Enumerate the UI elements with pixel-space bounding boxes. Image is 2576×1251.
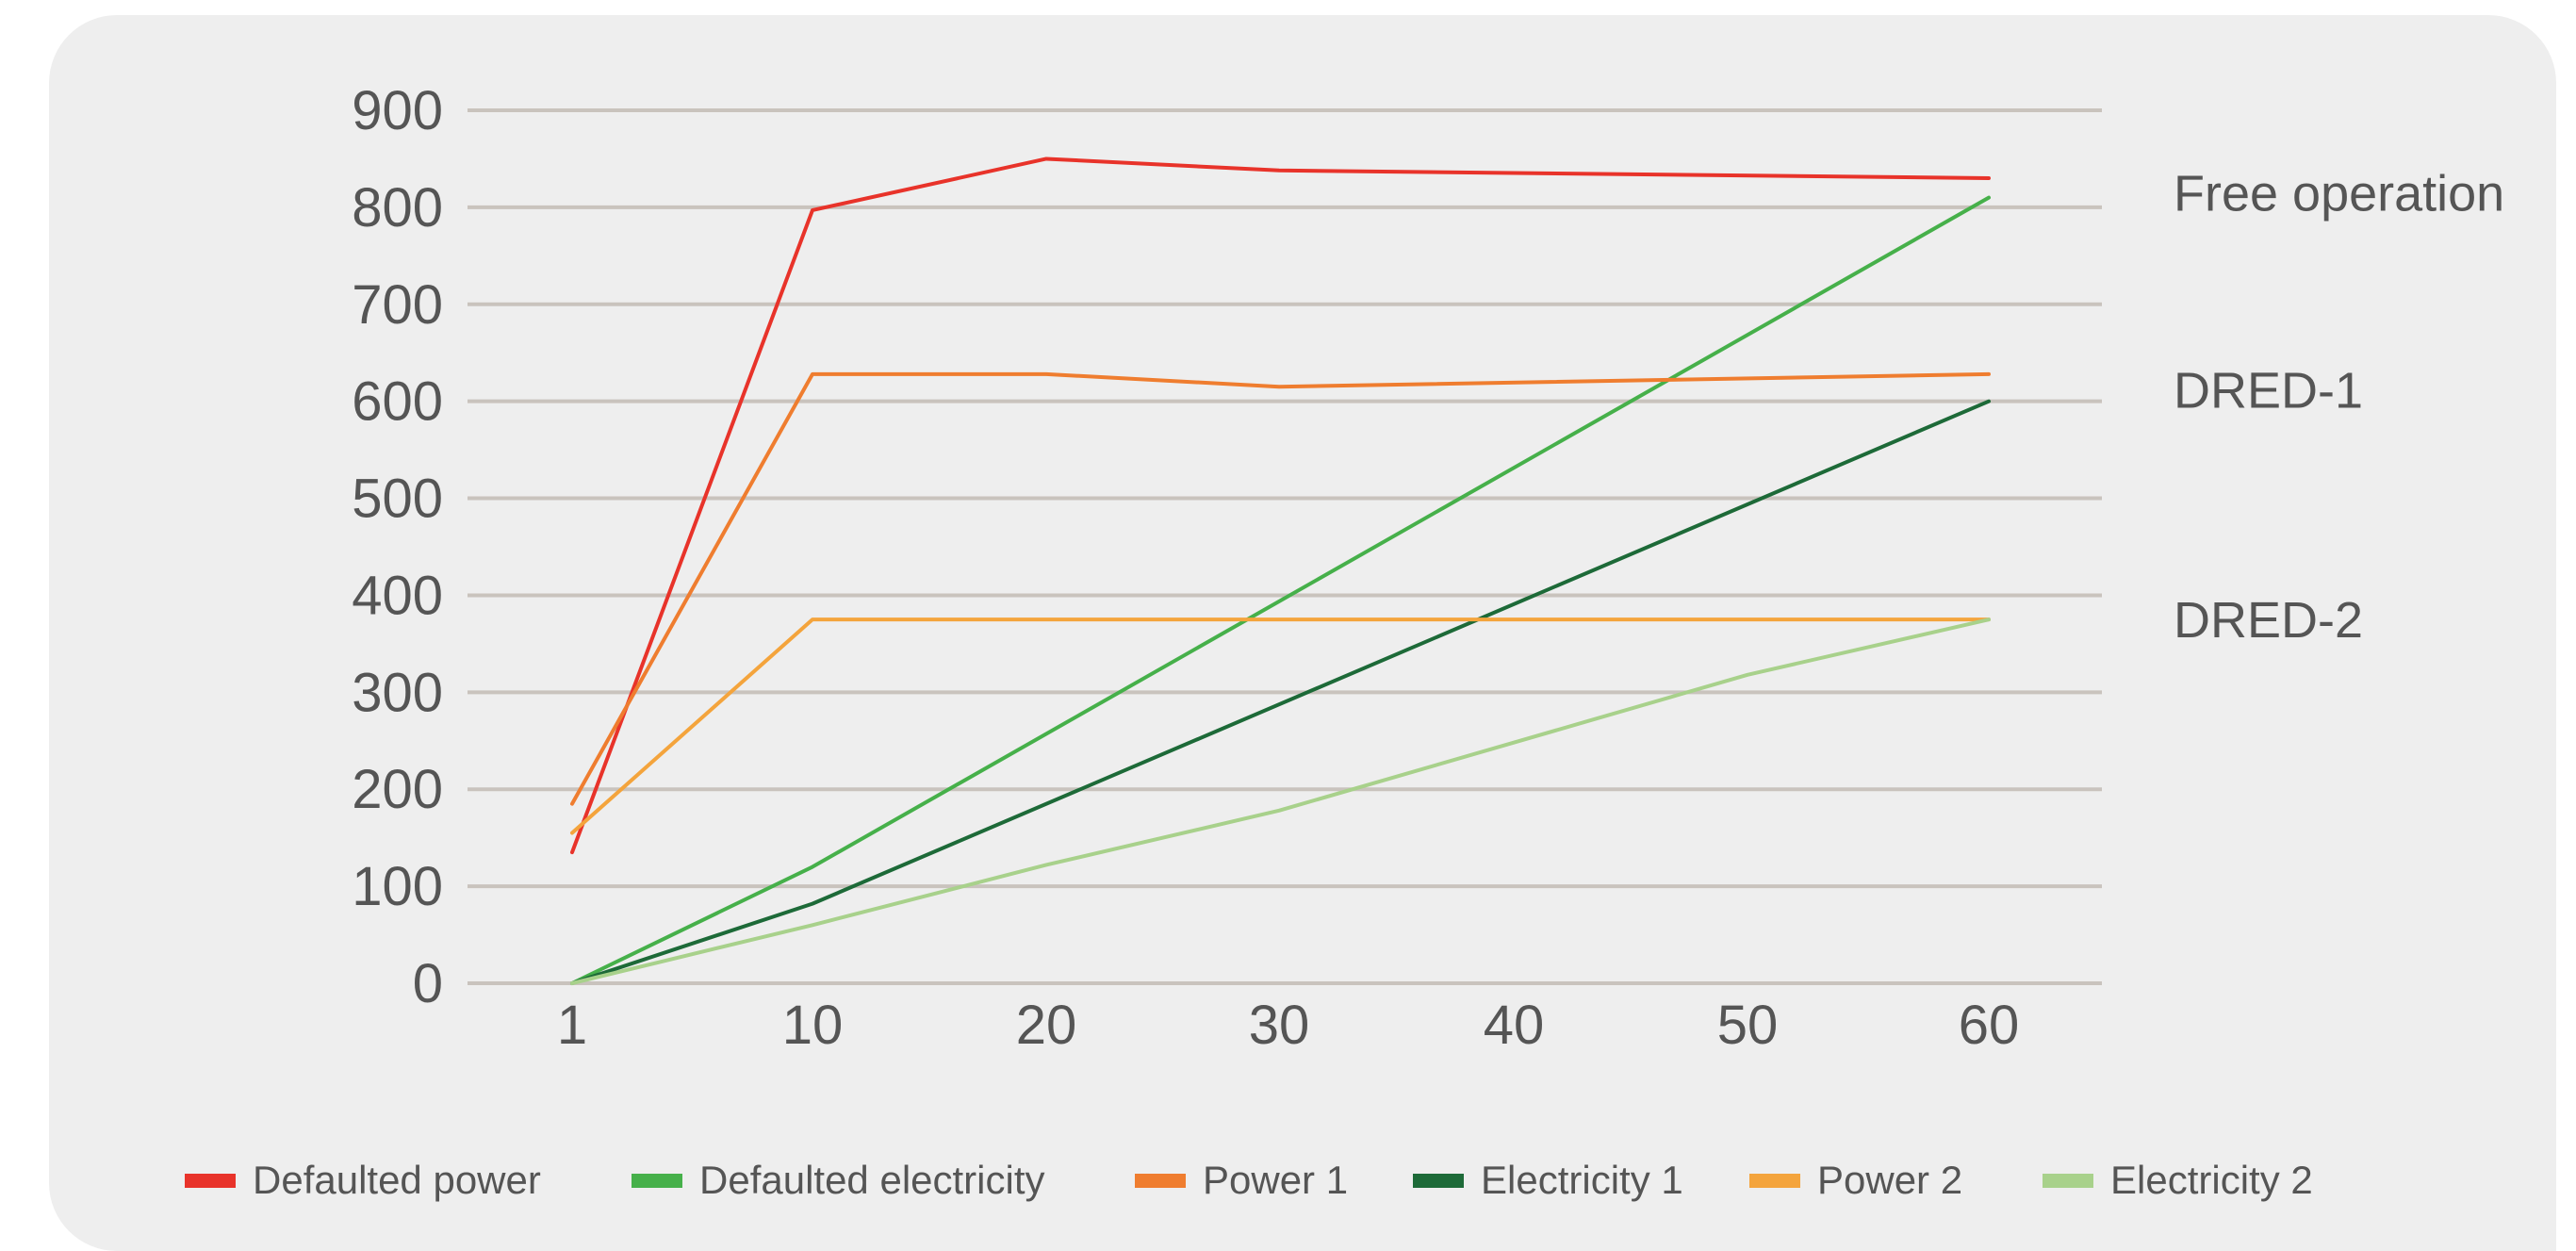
x-tick-label: 60: [1959, 995, 2020, 1056]
y-tick-label: 200: [352, 759, 443, 820]
y-axis-tick-labels: 0 100 200 300 400 500 600 700 800 900: [352, 80, 443, 1014]
x-tick-label: 1: [557, 995, 587, 1056]
legend-label: Power 2: [1817, 1158, 1962, 1202]
legend-swatch: [632, 1174, 682, 1188]
legend-swatch: [1135, 1174, 1186, 1188]
legend-swatch: [2043, 1174, 2093, 1188]
x-tick-label: 10: [782, 995, 844, 1056]
legend-swatch: [1413, 1174, 1464, 1188]
x-axis-tick-labels: 1 10 20 30 40 50 60: [557, 995, 2019, 1056]
legend-swatch: [185, 1174, 236, 1188]
y-tick-label: 700: [352, 274, 443, 336]
legend-label: Electricity 1: [1481, 1158, 1683, 1202]
series-line: [570, 617, 1991, 985]
series-line: [570, 617, 1991, 835]
series-line: [570, 195, 1991, 985]
y-tick-label: 500: [352, 469, 443, 530]
y-tick-label: 900: [352, 80, 443, 141]
series-lines: [570, 156, 1991, 985]
legend-label: Defaulted electricity: [699, 1158, 1045, 1202]
annotation-label: DRED-1: [2174, 362, 2363, 419]
y-tick-label: 0: [413, 953, 443, 1014]
legend: Defaulted power Defaulted electricity Powe…: [185, 1158, 2313, 1202]
annotations: Free operation DRED-1 DRED-2: [2174, 165, 2504, 649]
y-tick-label: 400: [352, 565, 443, 626]
gridlines: [468, 108, 2102, 985]
legend-label: Power 1: [1203, 1158, 1348, 1202]
series-line: [570, 156, 1991, 855]
legend-label: Electricity 2: [2110, 1158, 2313, 1202]
x-tick-label: 20: [1016, 995, 1077, 1056]
legend-swatch: [1749, 1174, 1800, 1188]
x-tick-label: 40: [1484, 995, 1545, 1056]
y-tick-label: 800: [352, 177, 443, 239]
annotation-label: Free operation: [2174, 165, 2504, 222]
y-tick-label: 600: [352, 371, 443, 433]
chart-card: [49, 15, 2556, 1251]
annotation-label: DRED-2: [2174, 592, 2363, 649]
series-line: [570, 371, 1991, 806]
legend-label: Defaulted power: [253, 1158, 541, 1202]
x-tick-label: 50: [1717, 995, 1779, 1056]
series-line: [570, 399, 1991, 985]
y-tick-label: 100: [352, 856, 443, 917]
x-tick-label: 30: [1249, 995, 1310, 1056]
y-tick-label: 300: [352, 662, 443, 723]
